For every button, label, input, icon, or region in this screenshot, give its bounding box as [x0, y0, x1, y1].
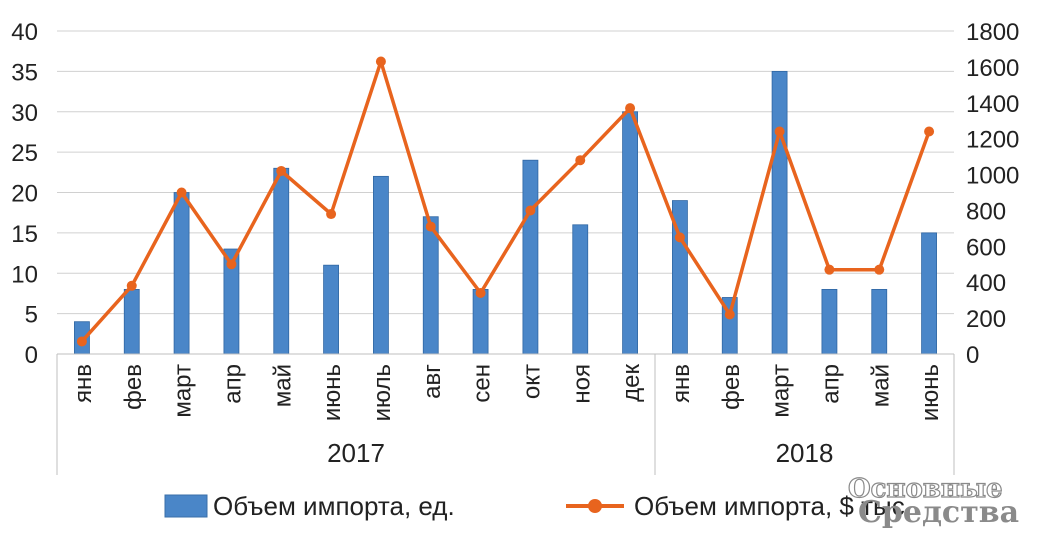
left-tick-label: 40	[11, 19, 38, 46]
legend-bar-label: Объем импорта, ед.	[213, 491, 455, 521]
right-tick-label: 200	[966, 306, 1006, 333]
category-label: ноя	[568, 364, 595, 404]
bar	[422, 216, 439, 355]
category-label: фев	[718, 364, 745, 410]
category-label: май	[867, 364, 894, 407]
line-path	[80, 59, 931, 343]
category-label: фев	[120, 364, 147, 410]
left-axis-ticks: 0 5 10 15 20 25 30 35 40	[11, 19, 38, 369]
line-series	[76, 56, 935, 347]
bar	[472, 288, 489, 355]
category-label: июль	[369, 364, 396, 421]
bar	[373, 175, 389, 355]
line-point	[226, 259, 237, 270]
bar	[522, 159, 539, 355]
line-point	[326, 209, 337, 220]
category-label: март	[768, 364, 795, 418]
bar	[323, 264, 339, 355]
category-label: янв	[668, 364, 695, 403]
watermark-logo: Основные Средства	[847, 473, 1019, 530]
right-tick-label: 800	[966, 198, 1006, 225]
left-tick-label: 20	[11, 181, 38, 208]
category-label: сен	[469, 364, 496, 403]
right-tick-label: 1200	[966, 127, 1019, 154]
category-label: июнь	[319, 364, 346, 421]
bar	[622, 111, 638, 355]
right-tick-label: 0	[966, 342, 979, 369]
bar	[871, 288, 888, 355]
bar	[273, 167, 290, 355]
line-point	[425, 221, 436, 232]
left-tick-label: 10	[11, 261, 38, 288]
right-tick-label: 600	[966, 234, 1006, 261]
line-point	[824, 264, 835, 275]
right-tick-label: 1600	[966, 55, 1019, 82]
line-point	[525, 205, 536, 216]
category-label: май	[269, 364, 296, 407]
category-label: окт	[518, 364, 545, 399]
category-label: апр	[219, 364, 246, 404]
bar	[921, 232, 937, 355]
line-point	[774, 126, 785, 137]
left-tick-label: 30	[11, 100, 38, 127]
bar	[572, 224, 589, 355]
right-axis-ticks: 0 200 400 600 800 1000 1200 1400 1600 1800	[966, 19, 1019, 369]
category-label: июнь	[917, 364, 944, 421]
right-tick-label: 1000	[966, 163, 1019, 190]
line-point	[375, 56, 386, 67]
year-label: 2018	[776, 438, 834, 468]
bar	[123, 288, 140, 355]
legend-line-marker	[588, 499, 602, 513]
line-point	[475, 287, 486, 298]
bar	[821, 288, 838, 355]
bar	[173, 192, 190, 355]
left-tick-label: 15	[11, 221, 38, 248]
left-tick-label: 25	[11, 140, 38, 167]
gridlines	[57, 30, 954, 355]
line-point	[874, 264, 885, 275]
category-axis: янв фев март апр май июнь июль авг сен окт ноя дек я…	[56, 353, 955, 475]
line-point	[724, 309, 735, 320]
bar	[771, 70, 788, 355]
line-point	[176, 187, 187, 198]
left-tick-label: 0	[25, 342, 38, 369]
right-tick-label: 1800	[966, 19, 1019, 46]
left-tick-label: 5	[25, 302, 38, 329]
year-label: 2017	[327, 438, 385, 468]
line-point	[276, 165, 287, 176]
left-tick-label: 35	[11, 59, 38, 86]
category-label: авг	[419, 364, 446, 399]
right-tick-label: 400	[966, 270, 1006, 297]
legend: Объем импорта, ед. Объем импорта, $ тыс.	[164, 491, 912, 521]
line-point	[674, 232, 685, 243]
bar-series	[74, 70, 937, 355]
line-point	[575, 155, 586, 166]
line-point	[924, 126, 935, 137]
category-label: янв	[70, 364, 97, 403]
category-label: март	[170, 364, 197, 418]
legend-line-label: Объем импорта, $ тыс.	[634, 491, 912, 521]
line-point	[76, 336, 87, 347]
legend-bar-swatch	[164, 494, 208, 518]
right-tick-label: 1400	[966, 91, 1019, 118]
watermark-line2: Средства	[858, 495, 1019, 530]
watermark-line1: Основные	[848, 474, 1003, 504]
line-point	[126, 280, 137, 291]
line-point	[625, 103, 636, 114]
category-label: дек	[618, 364, 645, 402]
category-label: апр	[817, 364, 844, 404]
